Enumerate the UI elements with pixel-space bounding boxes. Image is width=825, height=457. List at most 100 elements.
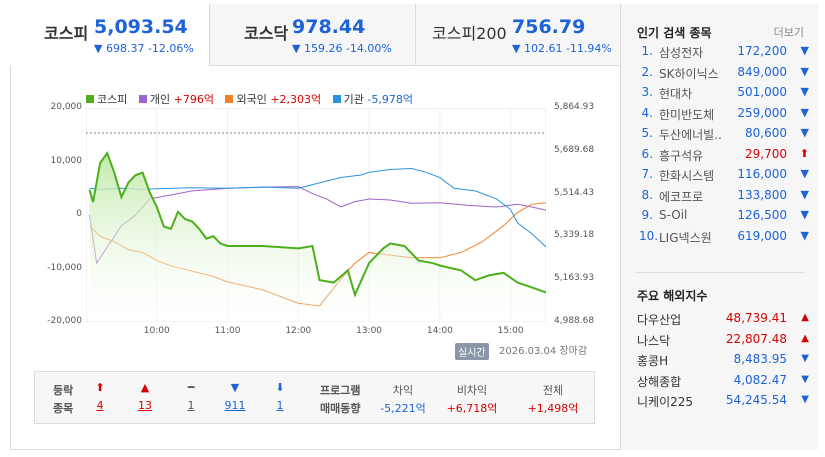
legend-value: +796억: [173, 93, 214, 106]
world-index-item[interactable]: 상해종합 4,082.47 ▼: [637, 373, 811, 393]
stock-name: SK하이닉스: [659, 66, 719, 81]
stock-price: 619,000: [737, 228, 787, 243]
rank-number: 10.: [639, 228, 659, 243]
popular-item[interactable]: 5. 두산에너빌.. 80,600 ▼: [639, 126, 811, 146]
institution-line: [89, 167, 546, 248]
tab-separator: [415, 4, 416, 66]
legend-swatch: [225, 95, 234, 103]
legend-individual[interactable]: 개인 +796억: [138, 91, 214, 107]
divider: [635, 272, 805, 273]
rank-number: 3.: [641, 85, 653, 99]
stock-name: 현대차: [659, 87, 693, 101]
triangle-down-icon: ▼: [230, 381, 240, 394]
legend-swatch: [138, 95, 147, 103]
arrow-down-icon: ⬇: [275, 381, 285, 394]
index-price: 4,082.47: [733, 372, 787, 387]
popular-item[interactable]: 2. SK하이닉스 849,000 ▼: [639, 65, 811, 85]
x-tick-label: 12:00: [285, 326, 312, 336]
y-right-tick-label: 4,988.68: [554, 316, 595, 326]
breadth-count-link[interactable]: 4: [96, 399, 104, 412]
tab-separator: [209, 4, 210, 66]
stock-price: 501,000: [737, 85, 787, 99]
breadth-count-link[interactable]: 13: [138, 399, 152, 412]
index-price: 48,739.41: [725, 311, 787, 325]
market-status: 장마감: [559, 346, 588, 357]
legend-value: +2,303억: [270, 93, 322, 106]
rank-number: 4.: [641, 105, 653, 120]
realtime-badge: 실시간: [455, 343, 489, 360]
program-label: 매매동향: [320, 402, 361, 415]
program-label: 프로그램: [320, 384, 361, 397]
legend-institution[interactable]: 기관 -5,978억: [332, 91, 413, 107]
popular-item[interactable]: 4. 한미반도체 259,000 ▼: [639, 106, 811, 126]
world-index-item[interactable]: 다우산업 48,739.41 ▲: [637, 311, 811, 331]
program-column-head: 전체: [542, 384, 564, 397]
rank-number: 5.: [641, 126, 653, 140]
triangle-up-icon: ▲: [140, 381, 150, 394]
rank-number: 9.: [641, 208, 653, 222]
world-index-item[interactable]: 홍콩H 8,483.95 ▼: [637, 352, 811, 372]
stock-name: S-Oil: [659, 208, 688, 222]
arrow-up-icon: ⬆: [95, 381, 105, 394]
triangle-down-icon: ▼: [800, 208, 809, 221]
tab-kosdaq[interactable]: 코스닥 978.44 ▼ 159.26 -14.00%: [210, 4, 415, 66]
y-right-tick-label: 5,864.93: [554, 102, 595, 112]
triangle-down-icon: ▼: [800, 228, 809, 242]
breadth-program-table: 등락 종목 ⬆ 4 ▲ 13 ━ 1 ▼ 911 ⬇ 1 프로그램 매매동향 차익 -5,221억 비…: [34, 371, 595, 424]
popular-item[interactable]: 6. 흥구석유 29,700 ⬆: [639, 147, 811, 167]
triangle-down-icon: ▼: [800, 44, 809, 57]
breadth-count-link[interactable]: 911: [224, 399, 246, 412]
world-index-item[interactable]: 니케이225 54,245.54 ▼: [637, 393, 811, 413]
tab-change: ▼ 698.37 -12.06%: [94, 42, 194, 55]
program-column-value: +6,718억: [446, 402, 498, 415]
legend-kospi[interactable]: 코스피: [86, 91, 127, 107]
y-right-tick-label: 5,163.93: [554, 273, 595, 284]
triangle-down-icon: ▼: [800, 187, 809, 201]
triangle-down-icon: ▼: [801, 394, 809, 405]
stock-name: 에코프로: [659, 189, 704, 204]
index-tabs: 코스피 5,093.54 ▼ 698.37 -12.06% 코스닥 978.44…: [10, 4, 620, 66]
popular-item[interactable]: 1. 삼성전자 172,200 ▼: [639, 44, 811, 64]
world-index-item[interactable]: 나스닥 22,807.48 ▲: [637, 332, 811, 352]
rank-number: 2.: [641, 64, 653, 79]
y-tick-label: 20,000: [50, 102, 83, 112]
world-title: 주요 해외지수: [637, 289, 708, 303]
legend-foreign[interactable]: 외국인 +2,303억: [225, 91, 321, 107]
breadth-count-link[interactable]: 1: [276, 399, 284, 412]
popular-item[interactable]: 9. S-Oil 126,500 ▼: [639, 208, 811, 228]
index-name: 니케이225: [637, 395, 694, 409]
triangle-down-icon: ▼: [800, 167, 809, 180]
y-tick-label: 10,000: [50, 155, 83, 166]
tab-kospi200[interactable]: 코스피200 756.79 ▼ 102.61 -11.94%: [416, 4, 620, 66]
tab-kospi[interactable]: 코스피 5,093.54 ▼ 698.37 -12.06%: [10, 4, 209, 66]
tab-value: 978.44: [292, 16, 366, 38]
popular-item[interactable]: 10. LIG넥스원 619,000 ▼: [639, 229, 811, 249]
more-link[interactable]: 더보기: [773, 26, 804, 39]
popular-item[interactable]: 3. 현대차 501,000 ▼: [639, 85, 811, 105]
program-column-value: +1,498억: [527, 402, 579, 415]
triangle-down-icon: ▼: [801, 353, 809, 364]
index-price: 54,245.54: [725, 393, 787, 407]
popular-item[interactable]: 7. 한화시스템 116,000 ▼: [639, 167, 811, 187]
stock-price: 849,000: [737, 64, 787, 79]
chart-legend: 코스피 개인 +796억 외국인 +2,303억 기관 -5,978억: [86, 91, 421, 107]
x-tick-label: 11:00: [214, 326, 241, 336]
index-name: 홍콩H: [637, 354, 669, 368]
y-right-tick-label: 5,339.18: [554, 230, 595, 241]
index-price: 22,807.48: [725, 331, 787, 346]
flat-icon: ━: [187, 381, 195, 394]
tab-change: ▼ 159.26 -14.00%: [292, 42, 392, 55]
intraday-chart: [86, 108, 546, 322]
stock-name: LIG넥스원: [659, 230, 712, 245]
stock-price: 29,700: [745, 146, 787, 161]
triangle-up-icon: ▲: [801, 332, 809, 344]
popular-item[interactable]: 8. 에코프로 133,800 ▼: [639, 188, 811, 208]
market-date: 2026.03.04 장마감: [499, 342, 587, 357]
tab-name: 코스피200: [432, 24, 507, 43]
rank-number: 7.: [641, 167, 653, 181]
stock-price: 172,200: [737, 44, 787, 58]
triangle-down-icon: ▼: [800, 126, 809, 139]
stock-price: 259,000: [737, 105, 787, 120]
triangle-down-icon: ▼: [800, 85, 809, 98]
breadth-count-link[interactable]: 1: [187, 399, 195, 412]
